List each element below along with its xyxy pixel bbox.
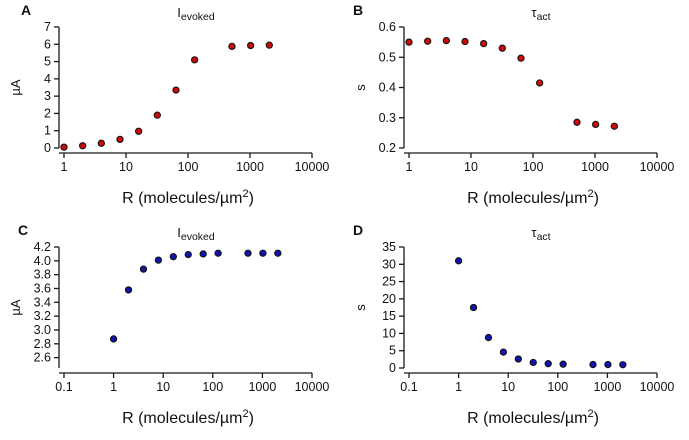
svg-text:1: 1 [61,160,68,174]
svg-text:6: 6 [44,37,51,51]
svg-text:4.0: 4.0 [34,254,51,268]
svg-text:R (molecules/µm2): R (molecules/µm2) [122,408,254,427]
svg-text:0.3: 0.3 [379,111,396,125]
svg-text:0.1: 0.1 [55,380,72,394]
svg-text:4: 4 [44,72,51,86]
svg-text:3.8: 3.8 [34,268,51,282]
svg-text:2.6: 2.6 [34,351,51,365]
svg-text:100: 100 [523,160,544,174]
panel-b-chart: 1 10 100 1000 10000 0.2 0.3 0.4 0.5 0.6 τact s R (mo… [353,5,675,207]
svg-text:10: 10 [382,326,396,340]
svg-text:10: 10 [156,380,170,394]
svg-text:0: 0 [389,361,396,375]
svg-text:10: 10 [501,380,515,394]
panel-a-label: A [21,2,32,18]
panel-c-chart: 0.1 1 10 100 1000 100002.62.83.03.23.43.63.84… [8,225,330,427]
svg-text:0.2: 0.2 [379,141,396,155]
svg-text:R (molecules/µm2): R (molecules/µm2) [122,188,254,207]
svg-text:0.4: 0.4 [379,81,396,95]
svg-text:τact: τact [531,225,550,243]
svg-text:Ievoked: Ievoked [177,225,215,243]
svg-text:1000: 1000 [593,380,621,394]
panel-d-chart: 0.1 1 10 100 1000 10000 0 5 10 15 20 25 30 35 τact s R (… [353,225,675,427]
svg-text:5: 5 [44,55,51,69]
svg-text:10000: 10000 [295,160,330,174]
svg-text:10: 10 [464,160,478,174]
svg-text:100: 100 [202,380,223,394]
svg-text:1000: 1000 [248,380,276,394]
svg-text:3: 3 [44,89,51,103]
svg-text:10000: 10000 [295,380,330,394]
panel-c-label: C [18,222,29,238]
svg-text:25: 25 [382,275,396,289]
svg-text:R (molecules/µm2): R (molecules/µm2) [467,408,599,427]
svg-text:15: 15 [382,309,396,323]
svg-text:5: 5 [389,344,396,358]
svg-text:10000: 10000 [640,380,675,394]
svg-text:1: 1 [455,380,462,394]
svg-text:10000: 10000 [640,160,675,174]
svg-text:35: 35 [382,240,396,254]
svg-text:100: 100 [547,380,568,394]
svg-text:µA: µA [8,79,23,95]
svg-text:3.2: 3.2 [34,309,51,323]
svg-text:0: 0 [44,141,51,155]
svg-text:1: 1 [44,124,51,138]
svg-text:30: 30 [382,257,396,271]
svg-text:3.4: 3.4 [34,295,51,309]
svg-text:s: s [353,84,368,91]
svg-text:1000: 1000 [236,160,264,174]
svg-text:3.6: 3.6 [34,281,51,295]
svg-text:1: 1 [110,380,117,394]
svg-text:3.0: 3.0 [34,323,51,337]
svg-text:20: 20 [382,292,396,306]
panel-d-label: D [353,222,364,238]
svg-text:Ievoked: Ievoked [177,5,215,23]
svg-text:2: 2 [44,106,51,120]
svg-text:µA: µA [8,299,23,315]
svg-text:1000: 1000 [581,160,609,174]
svg-text:R (molecules/µm2): R (molecules/µm2) [467,188,599,207]
svg-text:4.2: 4.2 [34,240,51,254]
svg-text:2.8: 2.8 [34,337,51,351]
svg-text:0.1: 0.1 [400,380,417,394]
svg-text:7: 7 [44,20,51,34]
svg-text:10: 10 [119,160,133,174]
panel-b-label: B [353,2,364,18]
svg-text:0.5: 0.5 [379,50,396,64]
svg-text:τact: τact [531,5,550,23]
svg-text:100: 100 [178,160,199,174]
svg-text:1: 1 [406,160,413,174]
svg-text:0.6: 0.6 [379,20,396,34]
svg-text:s: s [353,304,368,311]
